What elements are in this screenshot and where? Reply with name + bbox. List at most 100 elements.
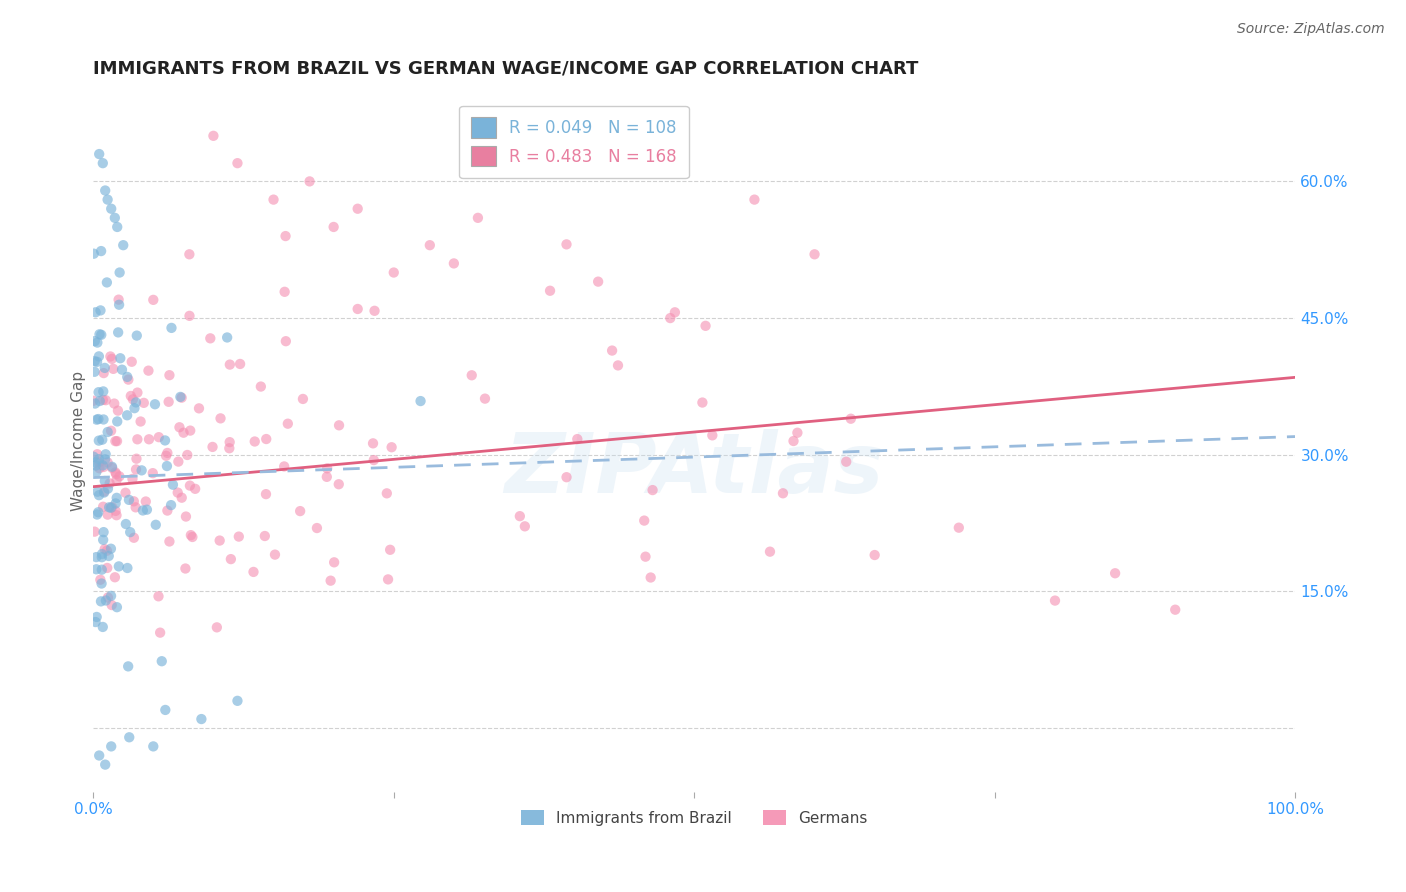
Point <box>93 525 115 540</box>
Point <box>461 368 484 383</box>
Point <box>86 508 108 522</box>
Point <box>179 309 201 323</box>
Point <box>138 432 160 446</box>
Point <box>503 147 526 161</box>
Point <box>200 331 222 345</box>
Point <box>659 311 682 326</box>
Point <box>328 477 350 491</box>
Point <box>104 434 127 449</box>
Point <box>108 266 131 280</box>
Text: IMMIGRANTS FROM BRAZIL VS GERMAN WAGE/INCOME GAP CORRELATION CHART: IMMIGRANTS FROM BRAZIL VS GERMAN WAGE/IN… <box>93 60 918 78</box>
Point <box>86 355 108 369</box>
Point <box>148 590 170 604</box>
Point <box>132 503 155 517</box>
Point <box>93 474 115 488</box>
Point <box>156 458 179 473</box>
Point <box>105 434 128 449</box>
Point <box>122 531 145 545</box>
Point <box>143 397 166 411</box>
Point <box>86 465 108 479</box>
Point <box>1043 593 1066 607</box>
Point <box>142 293 165 307</box>
Point <box>83 524 105 539</box>
Point <box>105 473 128 487</box>
Point <box>467 211 489 225</box>
Point <box>89 394 111 409</box>
Point <box>93 542 115 557</box>
Point <box>94 452 117 467</box>
Point <box>122 392 145 407</box>
Point <box>1104 566 1126 581</box>
Point <box>142 466 165 480</box>
Point <box>96 276 118 290</box>
Point <box>114 485 136 500</box>
Point <box>786 425 808 440</box>
Text: Source: ZipAtlas.com: Source: ZipAtlas.com <box>1237 22 1385 37</box>
Point <box>86 335 108 350</box>
Point <box>835 455 858 469</box>
Point <box>156 503 179 517</box>
Point <box>103 396 125 410</box>
Point <box>125 462 148 476</box>
Point <box>86 610 108 624</box>
Point <box>100 541 122 556</box>
Point <box>948 521 970 535</box>
Point <box>323 555 346 569</box>
Point <box>315 470 337 484</box>
Point <box>218 442 240 456</box>
Point <box>93 366 115 380</box>
Point <box>640 570 662 584</box>
Point <box>173 425 195 440</box>
Point <box>263 193 285 207</box>
Point <box>1164 603 1187 617</box>
Point <box>167 454 190 468</box>
Point <box>218 435 240 450</box>
Point <box>155 703 177 717</box>
Point <box>105 508 128 523</box>
Point <box>305 521 328 535</box>
Point <box>86 412 108 426</box>
Point <box>91 392 114 407</box>
Point <box>94 393 117 408</box>
Point <box>84 396 107 410</box>
Point <box>229 357 252 371</box>
Point <box>83 334 105 348</box>
Point <box>179 478 201 492</box>
Point <box>120 525 142 540</box>
Point <box>87 434 110 448</box>
Point <box>170 391 193 405</box>
Point <box>135 494 157 508</box>
Point <box>86 562 108 576</box>
Point <box>291 392 314 406</box>
Point <box>839 411 862 425</box>
Point <box>226 156 249 170</box>
Point <box>288 504 311 518</box>
Point <box>509 509 531 524</box>
Point <box>87 488 110 502</box>
Point <box>105 600 128 615</box>
Point <box>121 355 143 369</box>
Point <box>121 472 143 486</box>
Point <box>108 469 131 483</box>
Point <box>316 461 339 475</box>
Point <box>132 396 155 410</box>
Point <box>101 351 124 366</box>
Point <box>97 508 120 522</box>
Point <box>382 266 405 280</box>
Point <box>153 434 176 448</box>
Point <box>91 458 114 473</box>
Point <box>298 174 321 188</box>
Point <box>94 757 117 772</box>
Point <box>82 393 104 408</box>
Point <box>83 354 105 368</box>
Point <box>117 659 139 673</box>
Point <box>782 434 804 448</box>
Point <box>155 449 177 463</box>
Point <box>86 484 108 499</box>
Point <box>89 327 111 342</box>
Point <box>84 305 107 319</box>
Point <box>148 430 170 444</box>
Point <box>170 491 193 505</box>
Point <box>89 573 111 587</box>
Point <box>759 544 782 558</box>
